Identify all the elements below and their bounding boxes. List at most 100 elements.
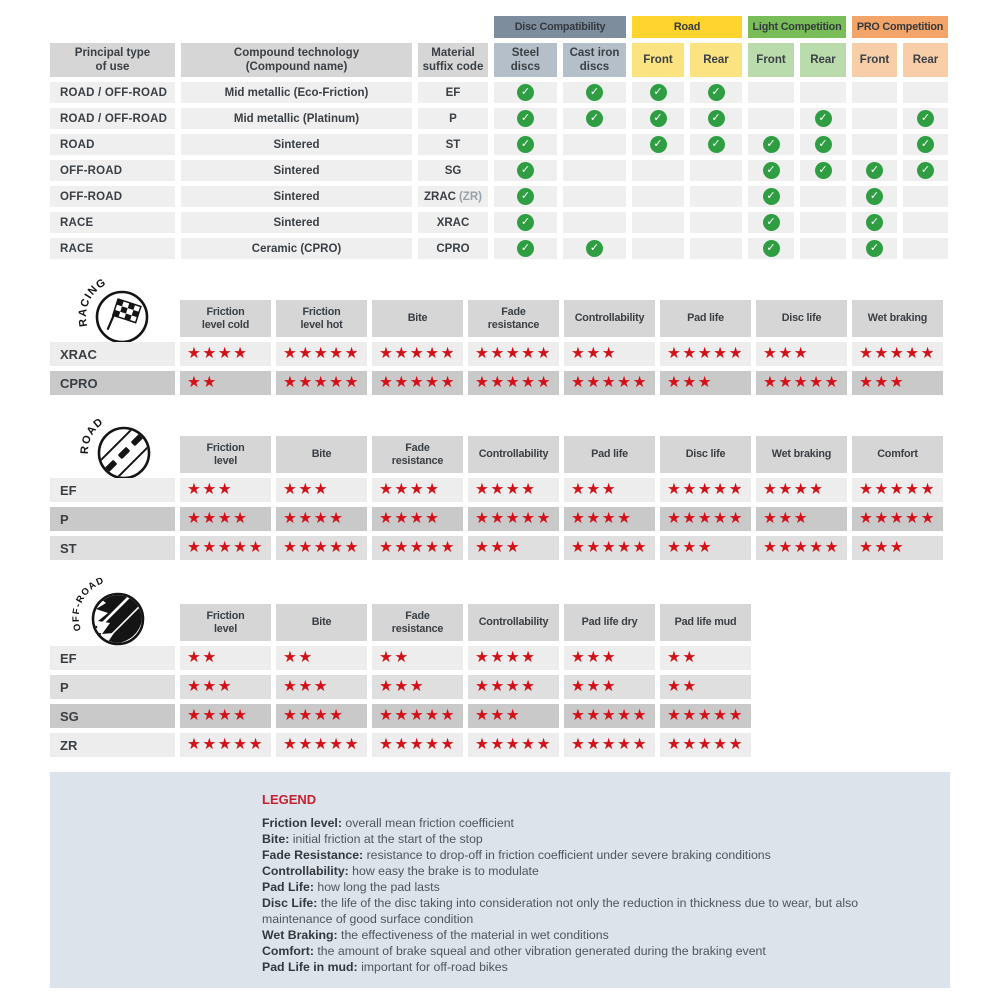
check-cell: ✓ [800, 134, 846, 155]
check-cell: ✓ [494, 160, 557, 181]
legend-item: Bite: initial friction at the start of t… [262, 831, 930, 847]
legend-desc: how long the pad lasts [313, 880, 440, 894]
star-rating: ★★★ [564, 478, 655, 502]
suffix-code-cell: P [418, 108, 488, 129]
check-icon: ✓ [762, 136, 780, 153]
use-cell: OFF-ROAD [50, 186, 175, 207]
star-rating: ★★★★★ [468, 507, 559, 531]
check-cell [852, 82, 897, 103]
check-cell: ✓ [748, 238, 794, 259]
star-rating: ★★★ [564, 646, 655, 670]
offroad-ratings-table: Friction level Bite Fade resistance Control… [50, 604, 751, 757]
check-icon: ✓ [814, 136, 832, 153]
suffix-code-cell: ST [418, 134, 488, 155]
legend-term: Comfort: [262, 944, 314, 958]
ratings-header-spacer [50, 436, 175, 473]
star-rating: ★★★★★ [660, 507, 751, 531]
rating-column-header: Pad life dry [564, 604, 655, 641]
legend-text: LEGEND Friction level: overall mean fric… [50, 772, 950, 975]
rating-column-header: Fade resistance [372, 436, 463, 473]
check-cell [800, 238, 846, 259]
rating-column-header: Disc life [756, 300, 847, 337]
legend-term: Controllability: [262, 864, 349, 878]
technology-cell: Sintered [181, 212, 412, 233]
rating-column-header: Fade resistance [372, 604, 463, 641]
star-rating: ★★★★★ [372, 733, 463, 757]
check-cell: ✓ [494, 212, 557, 233]
check-icon: ✓ [866, 162, 883, 179]
check-cell [563, 186, 626, 207]
check-icon: ✓ [814, 110, 832, 127]
star-rating: ★★★★★ [852, 342, 943, 366]
star-rating: ★★★ [852, 536, 943, 560]
check-icon: ✓ [707, 110, 725, 127]
rating-column-header: Friction level cold [180, 300, 271, 337]
legend-desc: initial friction at the start of the sto… [289, 832, 483, 846]
star-rating: ★★★★ [468, 478, 559, 502]
check-cell: ✓ [494, 134, 557, 155]
rating-column-header: Wet braking [756, 436, 847, 473]
legend-item: Friction level: overall mean friction co… [262, 815, 930, 831]
legend-item: Pad Life: how long the pad lasts [262, 879, 930, 895]
technology-cell: Mid metallic (Eco-Friction) [181, 82, 412, 103]
check-icon: ✓ [517, 214, 534, 231]
column-header: Rear [903, 43, 948, 77]
legend-panel: LEGEND Friction level: overall mean fric… [50, 772, 950, 988]
technology-cell: Sintered [181, 160, 412, 181]
star-rating: ★★★★★ [372, 704, 463, 728]
rating-column-header: Controllability [468, 604, 559, 641]
star-rating: ★★★★★ [276, 733, 367, 757]
compound-label: ZR [50, 733, 175, 757]
star-rating: ★★★ [180, 675, 271, 699]
star-rating: ★★★★★ [468, 342, 559, 366]
check-cell: ✓ [632, 108, 684, 129]
legend-desc: how easy the brake is to modulate [348, 864, 539, 878]
check-cell: ✓ [800, 108, 846, 129]
group-header: PRO Competition [852, 16, 948, 38]
rating-column-header: Bite [372, 300, 463, 337]
group-header: Road [632, 16, 742, 38]
check-cell [632, 186, 684, 207]
legend-item: Disc Life: the life of the disc taking i… [262, 895, 930, 927]
star-rating: ★★★★★ [564, 733, 655, 757]
legend-desc: the amount of brake squeal and other vib… [313, 944, 766, 958]
check-cell: ✓ [748, 212, 794, 233]
star-rating: ★★★ [756, 507, 847, 531]
check-icon: ✓ [586, 84, 603, 101]
check-cell [563, 212, 626, 233]
suffix-code-cell: SG [418, 160, 488, 181]
check-cell [690, 160, 742, 181]
check-cell [748, 108, 794, 129]
check-cell [632, 160, 684, 181]
star-rating: ★★★★ [564, 507, 655, 531]
star-rating: ★★★★★ [468, 733, 559, 757]
star-rating: ★★★★★ [372, 536, 463, 560]
legend-desc: overall mean friction coefficient [341, 816, 514, 830]
check-cell [800, 82, 846, 103]
suffix-code-cell: XRAC [418, 212, 488, 233]
compound-label: SG [50, 704, 175, 728]
compound-label: ST [50, 536, 175, 560]
rating-column-header: Fade resistance [468, 300, 559, 337]
check-icon: ✓ [917, 110, 934, 127]
suffix-code-cell: EF [418, 82, 488, 103]
racing-ratings-table: Friction level cold Friction level hot Bit… [50, 300, 943, 395]
use-cell: OFF-ROAD [50, 160, 175, 181]
check-cell [690, 186, 742, 207]
check-icon: ✓ [866, 214, 883, 231]
star-rating: ★★★★★ [276, 342, 367, 366]
column-header: Rear [800, 43, 846, 77]
star-rating: ★★★★ [180, 342, 271, 366]
star-rating: ★★★ [468, 704, 559, 728]
star-rating: ★★★★★ [180, 536, 271, 560]
column-header: Front [852, 43, 897, 77]
star-rating: ★★★★ [468, 646, 559, 670]
star-rating: ★★★★ [180, 704, 271, 728]
star-rating: ★★★★★ [660, 342, 751, 366]
check-cell [903, 212, 948, 233]
check-cell: ✓ [690, 82, 742, 103]
legend-term: Disc Life: [262, 896, 318, 910]
suffix-code-cell: CPRO [418, 238, 488, 259]
legend-item: Comfort: the amount of brake squeal and … [262, 943, 930, 959]
legend-title: LEGEND [262, 792, 317, 807]
